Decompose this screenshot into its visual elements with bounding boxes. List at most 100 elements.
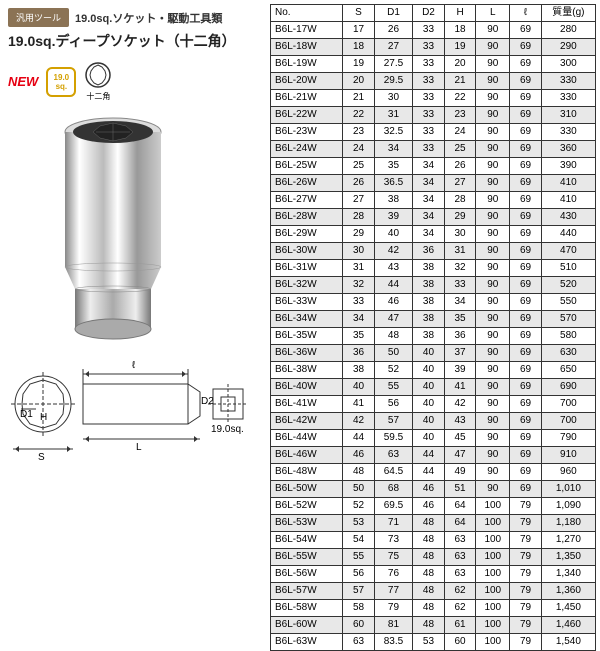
table-cell: 19 bbox=[343, 56, 375, 73]
hex-icon: 十二角 bbox=[84, 61, 112, 102]
table-cell: 90 bbox=[476, 277, 510, 294]
table-cell: B6L-23W bbox=[271, 124, 343, 141]
table-cell: 79 bbox=[510, 532, 542, 549]
table-cell: 33 bbox=[413, 107, 445, 124]
table-row: B6L-27W273834289069410 bbox=[271, 192, 596, 209]
table-cell: 280 bbox=[541, 22, 595, 39]
table-cell: 330 bbox=[541, 124, 595, 141]
table-cell: 68 bbox=[374, 481, 412, 498]
table-cell: 47 bbox=[374, 311, 412, 328]
table-cell: 690 bbox=[541, 379, 595, 396]
table-row: B6L-32W324438339069520 bbox=[271, 277, 596, 294]
table-cell: 90 bbox=[476, 430, 510, 447]
table-cell: 69 bbox=[510, 192, 542, 209]
table-cell: 510 bbox=[541, 260, 595, 277]
table-cell: 59.5 bbox=[374, 430, 412, 447]
table-row: B6L-54W54734863100791,270 bbox=[271, 532, 596, 549]
table-cell: 69 bbox=[510, 175, 542, 192]
table-cell: 33 bbox=[413, 90, 445, 107]
table-cell: 470 bbox=[541, 243, 595, 260]
table-cell: 90 bbox=[476, 447, 510, 464]
table-cell: 79 bbox=[374, 600, 412, 617]
table-cell: 34 bbox=[413, 158, 445, 175]
table-cell: 46 bbox=[374, 294, 412, 311]
table-cell: 90 bbox=[476, 22, 510, 39]
table-cell: 53 bbox=[343, 515, 375, 532]
table-cell: 300 bbox=[541, 56, 595, 73]
table-cell: 40 bbox=[343, 379, 375, 396]
table-cell: 40 bbox=[413, 430, 445, 447]
table-cell: B6L-56W bbox=[271, 566, 343, 583]
table-cell: 34 bbox=[343, 311, 375, 328]
table-cell: 90 bbox=[476, 481, 510, 498]
table-cell: 38 bbox=[413, 294, 445, 311]
table-cell: 100 bbox=[476, 600, 510, 617]
table-cell: 90 bbox=[476, 39, 510, 56]
table-cell: 29 bbox=[343, 226, 375, 243]
dim-d2: D2 bbox=[201, 396, 214, 407]
table-cell: 40 bbox=[413, 396, 445, 413]
table-cell: 69 bbox=[510, 464, 542, 481]
table-cell: 69 bbox=[510, 413, 542, 430]
table-row: B6L-38W385240399069650 bbox=[271, 362, 596, 379]
table-cell: 69 bbox=[510, 90, 542, 107]
table-cell: 75 bbox=[374, 549, 412, 566]
table-cell: 90 bbox=[476, 158, 510, 175]
table-cell: 960 bbox=[541, 464, 595, 481]
table-cell: 28 bbox=[444, 192, 476, 209]
table-cell: 41 bbox=[444, 379, 476, 396]
table-cell: 33 bbox=[413, 39, 445, 56]
col-header: D2 bbox=[413, 5, 445, 22]
table-cell: B6L-31W bbox=[271, 260, 343, 277]
table-cell: 56 bbox=[374, 396, 412, 413]
table-cell: 27.5 bbox=[374, 56, 412, 73]
table-cell: 33 bbox=[444, 277, 476, 294]
table-cell: 100 bbox=[476, 617, 510, 634]
table-cell: 38 bbox=[343, 362, 375, 379]
table-cell: 39 bbox=[374, 209, 412, 226]
table-row: B6L-34W344738359069570 bbox=[271, 311, 596, 328]
category-tag: 汎用ツール 19.0sq.ソケット・駆動工具類 bbox=[8, 8, 268, 27]
table-row: B6L-60W60814861100791,460 bbox=[271, 617, 596, 634]
table-cell: 90 bbox=[476, 107, 510, 124]
table-cell: 42 bbox=[374, 243, 412, 260]
table-cell: 90 bbox=[476, 226, 510, 243]
table-cell: B6L-36W bbox=[271, 345, 343, 362]
spec-table: No.SD1D2HLℓ質量(g) B6L-17W172633189069280B… bbox=[270, 4, 596, 651]
table-cell: 79 bbox=[510, 600, 542, 617]
table-cell: 79 bbox=[510, 498, 542, 515]
col-header: 質量(g) bbox=[541, 5, 595, 22]
table-cell: B6L-33W bbox=[271, 294, 343, 311]
table-cell: 79 bbox=[510, 583, 542, 600]
table-cell: 29 bbox=[444, 209, 476, 226]
table-cell: 410 bbox=[541, 192, 595, 209]
col-header: L bbox=[476, 5, 510, 22]
table-cell: 90 bbox=[476, 56, 510, 73]
col-header: S bbox=[343, 5, 375, 22]
table-cell: 71 bbox=[374, 515, 412, 532]
table-cell: 30 bbox=[444, 226, 476, 243]
table-cell: 90 bbox=[476, 124, 510, 141]
table-cell: 1,540 bbox=[541, 634, 595, 651]
col-header: No. bbox=[271, 5, 343, 22]
table-cell: B6L-41W bbox=[271, 396, 343, 413]
table-cell: 21 bbox=[444, 73, 476, 90]
table-cell: 69 bbox=[510, 294, 542, 311]
table-cell: 90 bbox=[476, 311, 510, 328]
table-cell: 18 bbox=[444, 22, 476, 39]
table-cell: 38 bbox=[374, 192, 412, 209]
table-cell: 61 bbox=[444, 617, 476, 634]
dimension-diagram: S D1 H ℓ L D2 19.0sq. bbox=[8, 354, 258, 474]
table-cell: B6L-60W bbox=[271, 617, 343, 634]
table-cell: 83.5 bbox=[374, 634, 412, 651]
table-cell: B6L-58W bbox=[271, 600, 343, 617]
table-cell: 570 bbox=[541, 311, 595, 328]
table-cell: 37 bbox=[444, 345, 476, 362]
table-cell: 36 bbox=[444, 328, 476, 345]
table-cell: 90 bbox=[476, 141, 510, 158]
table-cell: 69 bbox=[510, 396, 542, 413]
table-cell: B6L-28W bbox=[271, 209, 343, 226]
table-cell: 57 bbox=[343, 583, 375, 600]
table-cell: 31 bbox=[374, 107, 412, 124]
dim-l2: ℓ bbox=[132, 360, 135, 371]
